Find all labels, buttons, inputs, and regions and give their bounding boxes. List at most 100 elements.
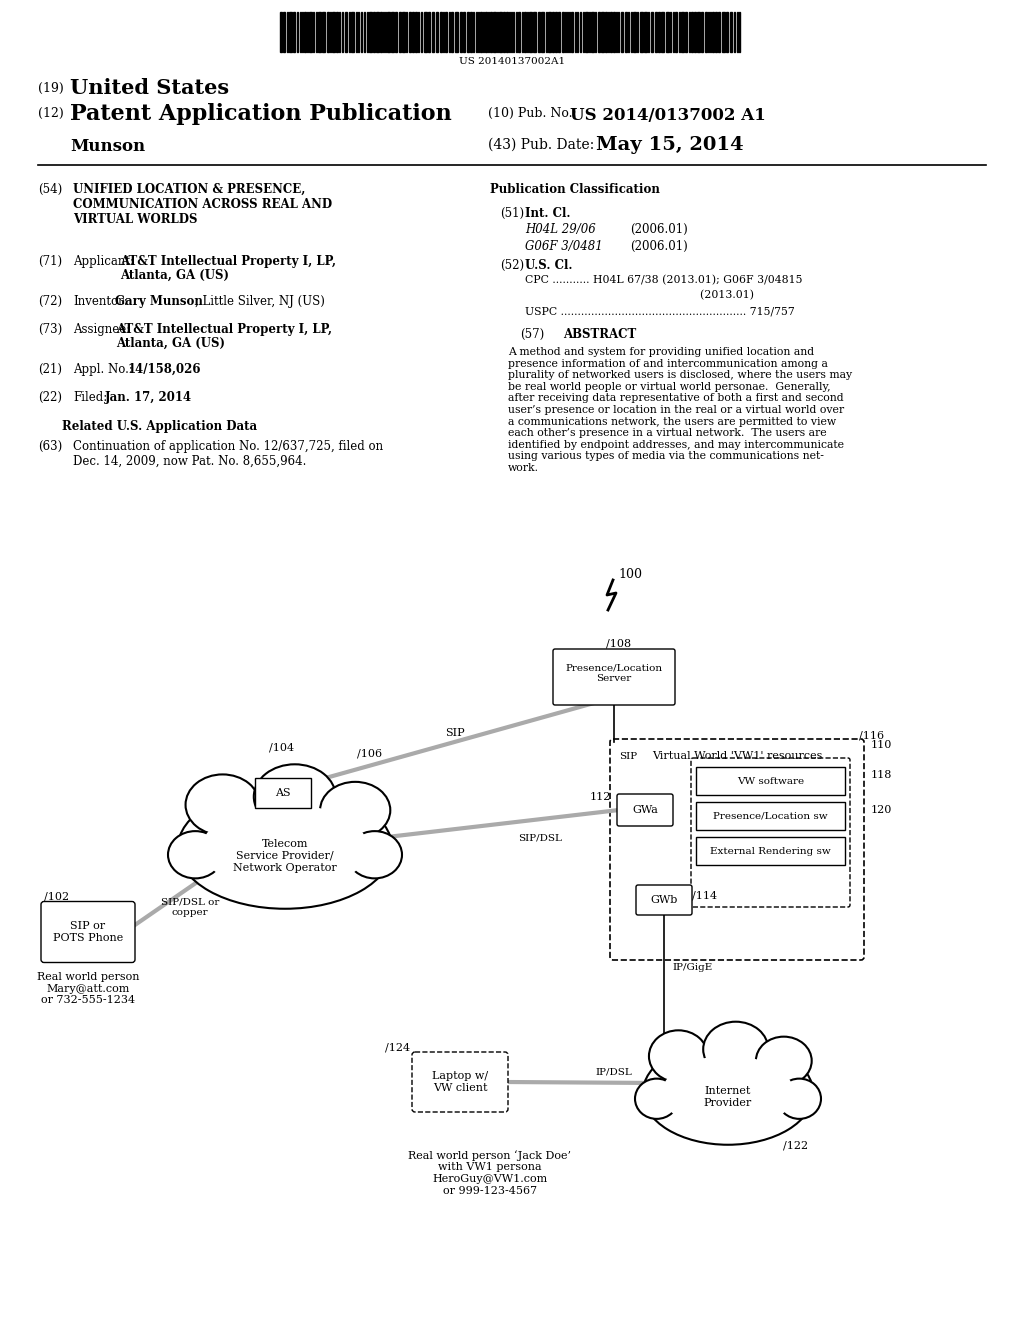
Bar bbox=[460, 12, 462, 51]
FancyBboxPatch shape bbox=[255, 777, 311, 808]
Text: US 20140137002A1: US 20140137002A1 bbox=[459, 57, 565, 66]
Text: (2006.01): (2006.01) bbox=[630, 240, 688, 253]
Bar bbox=[562, 12, 564, 51]
Bar bbox=[621, 12, 623, 51]
Bar bbox=[722, 12, 725, 51]
Bar bbox=[309, 12, 312, 51]
Text: GWb: GWb bbox=[650, 895, 678, 906]
Text: /124: /124 bbox=[385, 1043, 411, 1053]
Ellipse shape bbox=[185, 775, 260, 836]
Bar bbox=[694, 12, 696, 51]
Text: 118: 118 bbox=[871, 770, 892, 780]
Text: VW software: VW software bbox=[737, 776, 804, 785]
Bar bbox=[428, 12, 430, 51]
Bar bbox=[591, 12, 594, 51]
Text: Int. Cl.: Int. Cl. bbox=[525, 207, 570, 220]
Bar bbox=[455, 12, 458, 51]
Bar bbox=[658, 12, 660, 51]
Text: 14/158,026: 14/158,026 bbox=[128, 363, 202, 376]
Bar bbox=[369, 12, 372, 51]
Bar bbox=[304, 12, 306, 51]
Text: AS: AS bbox=[275, 788, 291, 799]
Text: A method and system for providing unified location and
presence information of a: A method and system for providing unifie… bbox=[508, 347, 852, 473]
Text: External Rendering sw: External Rendering sw bbox=[710, 846, 830, 855]
Text: United States: United States bbox=[70, 78, 229, 98]
Text: /102: /102 bbox=[44, 891, 70, 902]
Bar bbox=[558, 12, 560, 51]
Bar bbox=[655, 12, 657, 51]
Text: AT&T Intellectual Property I, LP,: AT&T Intellectual Property I, LP, bbox=[120, 255, 336, 268]
Bar bbox=[503, 12, 505, 51]
Ellipse shape bbox=[663, 1056, 794, 1130]
Text: U.S. Cl.: U.S. Cl. bbox=[525, 259, 572, 272]
Bar bbox=[640, 12, 643, 51]
Bar bbox=[432, 12, 434, 51]
Bar bbox=[681, 12, 684, 51]
Text: G06F 3/0481: G06F 3/0481 bbox=[525, 240, 603, 253]
Bar bbox=[691, 12, 693, 51]
Bar bbox=[376, 12, 379, 51]
Bar bbox=[598, 12, 600, 51]
Text: Presence/Location sw: Presence/Location sw bbox=[713, 812, 827, 821]
Ellipse shape bbox=[321, 781, 390, 838]
Text: (2013.01): (2013.01) bbox=[525, 290, 754, 301]
Text: (71): (71) bbox=[38, 255, 62, 268]
Bar bbox=[541, 12, 544, 51]
Bar bbox=[373, 12, 375, 51]
FancyBboxPatch shape bbox=[636, 884, 692, 915]
Text: SIP: SIP bbox=[445, 729, 465, 738]
Bar bbox=[625, 12, 627, 51]
Bar bbox=[318, 12, 321, 51]
FancyBboxPatch shape bbox=[691, 758, 850, 907]
Bar bbox=[336, 12, 338, 51]
Text: 110: 110 bbox=[871, 741, 892, 750]
Text: Patent Application Publication: Patent Application Publication bbox=[70, 103, 452, 125]
Text: Atlanta, GA (US): Atlanta, GA (US) bbox=[120, 269, 229, 282]
Bar bbox=[409, 12, 411, 51]
Text: AT&T Intellectual Property I, LP,: AT&T Intellectual Property I, LP, bbox=[116, 323, 332, 337]
Text: /108: /108 bbox=[606, 639, 631, 649]
Text: Atlanta, GA (US): Atlanta, GA (US) bbox=[116, 337, 225, 350]
FancyBboxPatch shape bbox=[412, 1052, 508, 1111]
Bar bbox=[705, 12, 707, 51]
Bar bbox=[402, 12, 406, 51]
Text: (12): (12) bbox=[38, 107, 63, 120]
Text: (19): (19) bbox=[38, 82, 63, 95]
Text: SIP or
POTS Phone: SIP or POTS Phone bbox=[53, 921, 123, 942]
Bar bbox=[697, 12, 700, 51]
Text: 120: 120 bbox=[871, 805, 892, 814]
FancyBboxPatch shape bbox=[696, 767, 845, 795]
Bar bbox=[467, 12, 469, 51]
Ellipse shape bbox=[649, 1031, 708, 1082]
Bar bbox=[518, 12, 520, 51]
Text: Applicant:: Applicant: bbox=[73, 255, 134, 268]
Text: Publication Classification: Publication Classification bbox=[490, 183, 659, 195]
Text: Jan. 17, 2014: Jan. 17, 2014 bbox=[105, 391, 193, 404]
Text: Munson: Munson bbox=[70, 139, 145, 154]
Text: Assignee:: Assignee: bbox=[73, 323, 130, 337]
Bar bbox=[633, 12, 636, 51]
Text: GWa: GWa bbox=[632, 805, 658, 814]
Bar bbox=[701, 12, 703, 51]
Text: USPC ....................................................... 715/757: USPC ...................................… bbox=[525, 306, 795, 315]
Text: (54): (54) bbox=[38, 183, 62, 195]
Ellipse shape bbox=[254, 764, 336, 829]
Text: SIP/DSL or
copper: SIP/DSL or copper bbox=[161, 898, 219, 916]
Bar bbox=[480, 12, 482, 51]
Bar bbox=[675, 12, 677, 51]
Bar bbox=[506, 12, 508, 51]
Bar bbox=[715, 12, 717, 51]
Bar bbox=[283, 12, 285, 51]
Text: Gary Munson: Gary Munson bbox=[115, 294, 203, 308]
Text: , Little Silver, NJ (US): , Little Silver, NJ (US) bbox=[195, 294, 325, 308]
Bar bbox=[440, 12, 442, 51]
Text: Related U.S. Application Data: Related U.S. Application Data bbox=[62, 420, 258, 433]
Bar bbox=[380, 12, 382, 51]
Text: (51): (51) bbox=[500, 207, 524, 220]
Text: Internet
Provider: Internet Provider bbox=[703, 1086, 752, 1107]
Ellipse shape bbox=[777, 1078, 821, 1119]
Text: SIP: SIP bbox=[618, 752, 637, 762]
Bar bbox=[601, 12, 604, 51]
Bar bbox=[399, 12, 401, 51]
Ellipse shape bbox=[202, 804, 368, 892]
